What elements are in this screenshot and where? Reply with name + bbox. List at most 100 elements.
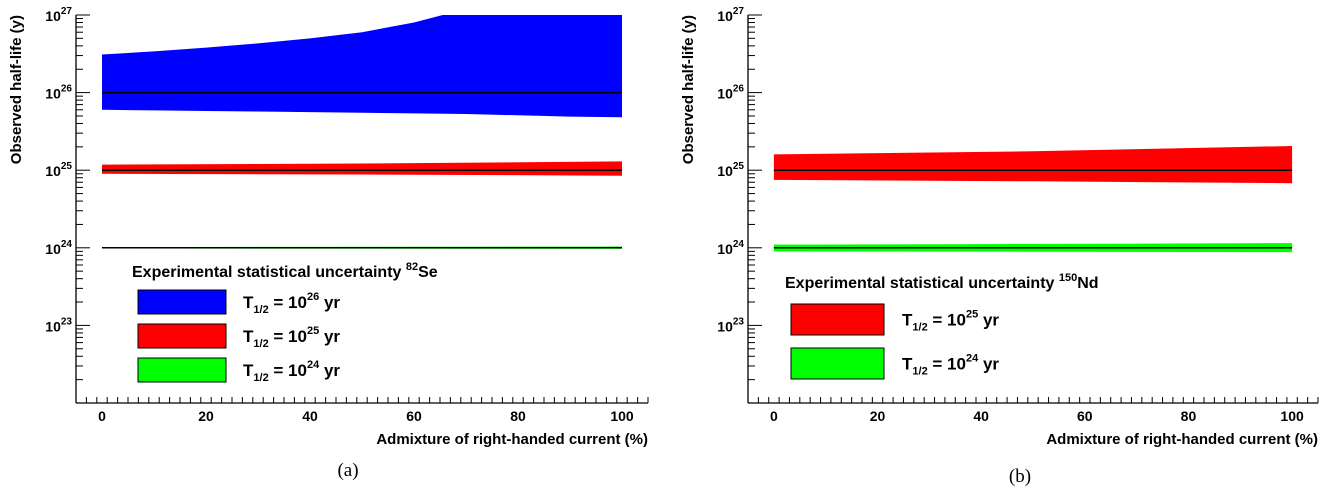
legend-swatch-24 [790, 347, 885, 380]
legend-label-subscript: 1/2 [912, 366, 927, 378]
legend-label-subscript: 1/2 [253, 372, 268, 384]
x-tick-label: 40 [973, 408, 989, 424]
legend-label-symbol: T [243, 327, 254, 346]
legend-label-unit: yr [319, 327, 340, 346]
uncertainty-band-25 [773, 146, 1293, 184]
y-tick-base: 10 [717, 241, 733, 257]
x-tick-label: 0 [770, 408, 778, 424]
legend-label-exponent: 25 [307, 325, 319, 337]
y-tick-label: 1024 [717, 239, 744, 257]
y-tick-label: 1023 [717, 316, 744, 334]
y-tick-exponent: 26 [61, 84, 73, 95]
legend-title: Experimental statistical uncertainty 150… [785, 272, 1099, 292]
legend-label-symbol: T [902, 355, 913, 374]
x-tick-label: 40 [302, 408, 318, 424]
y-tick-label: 1024 [45, 239, 72, 257]
legend-label-base: = 10 [269, 327, 307, 346]
legend-title-text: Experimental statistical uncertainty [132, 264, 406, 281]
y-tick-base: 10 [45, 86, 61, 102]
y-tick-base: 10 [45, 8, 61, 24]
x-tick-label: 80 [1181, 408, 1197, 424]
legend-label-symbol: T [243, 293, 254, 312]
y-tick-base: 10 [45, 163, 61, 179]
x-tick-label: 60 [406, 408, 422, 424]
legend-label-base: = 10 [928, 355, 966, 374]
chart-panel-b: 0 20 40 60 80 10010231024102510261027Admixtur… [680, 6, 1319, 487]
x-tick-label: 80 [510, 408, 526, 424]
legend-label-subscript: 1/2 [253, 304, 268, 316]
legend-label-24: T1/2 = 1024 yr [902, 353, 999, 378]
legend-label-symbol: T [243, 361, 254, 380]
panel-caption: (b) [1009, 466, 1031, 487]
legend-label-exponent: 24 [966, 353, 979, 365]
y-tick-base: 10 [717, 318, 733, 334]
legend-label-unit: yr [319, 361, 340, 380]
legend-label-symbol: T [902, 311, 913, 330]
y-tick-label: 1025 [45, 161, 72, 179]
x-tick-label: 60 [1077, 408, 1093, 424]
uncertainty-band-25 [102, 161, 622, 176]
y-tick-exponent: 23 [733, 316, 745, 327]
y-tick-label: 1027 [45, 6, 72, 24]
legend-label-25: T1/2 = 1025 yr [902, 309, 999, 334]
legend-isotope-mass: 82 [406, 261, 418, 273]
legend-isotope-mass: 150 [1059, 272, 1077, 284]
y-tick-base: 10 [717, 8, 733, 24]
y-tick-label: 1025 [717, 161, 744, 179]
legend-label-exponent: 25 [966, 309, 978, 321]
y-tick-label: 1026 [717, 84, 744, 102]
y-axis-title: Observed half-life (y) [8, 15, 25, 164]
bands [773, 146, 1293, 253]
y-tick-exponent: 25 [733, 161, 745, 172]
y-tick-label: 1027 [717, 6, 744, 24]
bands [102, 15, 622, 249]
y-tick-exponent: 27 [733, 6, 745, 17]
x-tick-label: 20 [198, 408, 214, 424]
legend-swatch-25 [790, 303, 885, 336]
legend-label-unit: yr [978, 355, 999, 374]
y-tick-exponent: 24 [733, 239, 745, 250]
legend-label-exponent: 26 [307, 291, 319, 303]
y-tick-base: 10 [717, 86, 733, 102]
x-tick-label: 20 [870, 408, 886, 424]
x-tick-label: 0 [98, 408, 106, 424]
x-axis-title: Admixture of right-handed current (%) [1046, 431, 1318, 448]
legend-label-base: = 10 [269, 361, 307, 380]
x-axis-title: Admixture of right-handed current (%) [376, 431, 648, 448]
legend-label-base: = 10 [928, 311, 966, 330]
legend-label-exponent: 24 [307, 359, 320, 371]
uncertainty-band-26 [102, 15, 622, 118]
y-tick-exponent: 26 [733, 84, 745, 95]
y-tick-base: 10 [45, 318, 61, 334]
y-axis-title: Observed half-life (y) [680, 15, 697, 164]
legend-title: Experimental statistical uncertainty 82S… [132, 261, 438, 281]
legend: Experimental statistical uncertainty 150… [785, 272, 1099, 380]
y-tick-label: 1026 [45, 84, 72, 102]
legend-label-unit: yr [978, 311, 999, 330]
legend-swatch-25 [137, 323, 227, 349]
y-tick-exponent: 24 [61, 239, 73, 250]
y-tick-label: 1023 [45, 316, 72, 334]
chart-panel-a: 0 20 40 60 80 10010231024102510261027Admixtur… [8, 6, 649, 481]
legend-label-subscript: 1/2 [253, 338, 268, 350]
x-tick-label: 100 [610, 408, 634, 424]
legend: Experimental statistical uncertainty 82S… [132, 261, 438, 384]
y-tick-exponent: 23 [61, 316, 73, 327]
legend-isotope: Nd [1077, 275, 1098, 292]
panel-caption: (a) [337, 460, 358, 481]
legend-title-text: Experimental statistical uncertainty [785, 275, 1059, 292]
y-tick-base: 10 [45, 241, 61, 257]
y-tick-exponent: 27 [61, 6, 73, 17]
legend-label-24: T1/2 = 1024 yr [243, 359, 340, 384]
y-tick-exponent: 25 [61, 161, 73, 172]
legend-label-26: T1/2 = 1026 yr [243, 291, 340, 316]
legend-label-25: T1/2 = 1025 yr [243, 325, 340, 350]
legend-label-unit: yr [319, 293, 340, 312]
legend-swatch-26 [137, 289, 227, 315]
x-tick-label: 100 [1280, 408, 1304, 424]
y-tick-base: 10 [717, 163, 733, 179]
legend-swatch-24 [137, 357, 227, 383]
legend-isotope: Se [418, 264, 438, 281]
legend-label-base: = 10 [269, 293, 307, 312]
